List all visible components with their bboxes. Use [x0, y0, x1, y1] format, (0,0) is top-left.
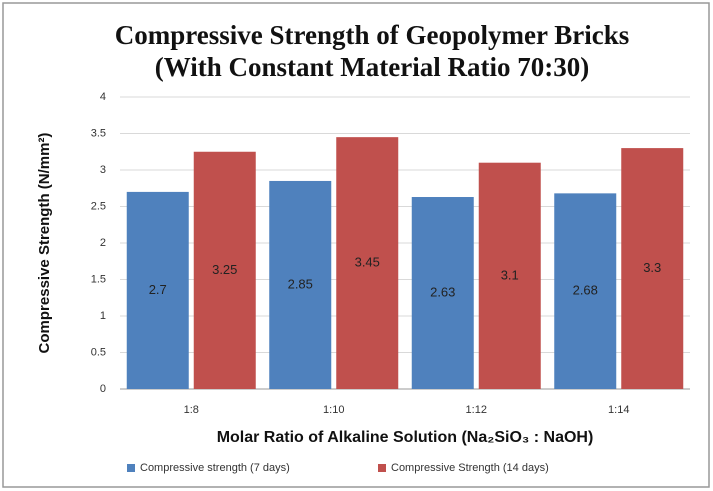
y-tick-label: 1.5 — [91, 273, 106, 285]
bar — [621, 148, 684, 389]
x-tick-label: 1:8 — [184, 404, 199, 416]
y-tick-label: 3.5 — [91, 127, 106, 139]
bar — [478, 162, 541, 389]
x-tick-label: 1:10 — [323, 404, 344, 416]
y-tick-label: 1 — [100, 310, 106, 322]
bar — [411, 197, 474, 389]
legend-label: Compressive Strength (14 days) — [391, 462, 549, 474]
y-tick-label: 0 — [100, 383, 106, 395]
y-tick-label: 0.5 — [91, 346, 106, 358]
data-label: 3.1 — [501, 267, 519, 282]
data-label: 3.45 — [355, 255, 380, 270]
bar — [269, 180, 332, 389]
legend-swatch — [378, 464, 386, 472]
y-tick-label: 3 — [100, 164, 106, 176]
data-label: 2.85 — [288, 276, 313, 291]
y-tick-label: 4 — [100, 91, 106, 103]
data-label: 3.3 — [643, 260, 661, 275]
data-label: 3.25 — [212, 262, 237, 277]
data-label: 2.63 — [430, 284, 455, 299]
legend-swatch — [127, 464, 135, 472]
bar — [193, 151, 256, 389]
y-tick-label: 2.5 — [91, 200, 106, 212]
y-tick-label: 2 — [100, 237, 106, 249]
x-tick-label: 1:14 — [608, 404, 629, 416]
bar — [126, 191, 189, 389]
data-label: 2.68 — [573, 283, 598, 298]
chart-title: Compressive Strength of Geopolymer Brick… — [115, 20, 629, 50]
chart-title: (With Constant Material Ratio 70:30) — [155, 52, 589, 82]
bar — [554, 193, 617, 389]
x-tick-label: 1:12 — [466, 404, 487, 416]
bar — [336, 137, 399, 389]
legend-label: Compressive strength (7 days) — [140, 462, 290, 474]
x-axis-label: Molar Ratio of Alkaline Solution (Na₂SiO… — [217, 429, 594, 446]
y-axis-label: Compressive Strength (N/mm²) — [36, 133, 53, 354]
data-label: 2.7 — [149, 282, 167, 297]
